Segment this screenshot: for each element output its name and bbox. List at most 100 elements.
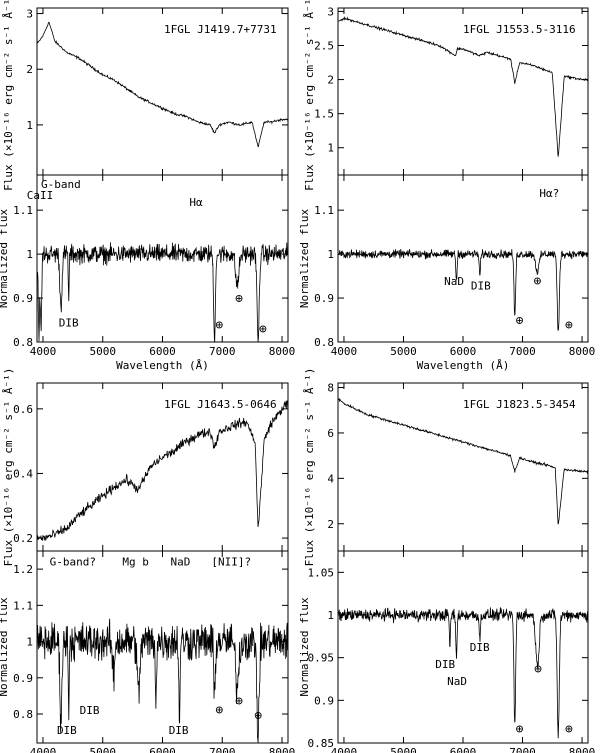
spectrum-panel-3: 0.2 0.4 0.6 1FGL J1643.5-0646 0.8 0.9 1 1.1 1.2 G… (0, 368, 295, 753)
y-tick-label: 0.6 (13, 403, 33, 416)
y-tick-label: 0.9 (314, 292, 334, 305)
telluric-marker: ⊕ (215, 318, 223, 333)
x-tick-label: 8000 (269, 746, 296, 753)
y-tick-label: 1.2 (13, 563, 33, 576)
norm-axis-label: Normalized flux (298, 208, 311, 308)
telluric-marker: ⊕ (235, 291, 243, 306)
line-annotation: G-band? (50, 555, 96, 568)
norm-frame (36, 550, 289, 744)
y-tick-label: 0.9 (314, 694, 334, 707)
x-tick-label: 5000 (89, 345, 116, 358)
flux-axis-label: Flux (×10⁻¹⁶ erg cm⁻² s⁻¹ Å⁻¹) (303, 0, 316, 191)
line-annotation: DIB (59, 317, 79, 330)
normalized-series (37, 242, 289, 343)
telluric-marker: ⊕ (565, 722, 573, 737)
line-annotation: DIB (471, 279, 491, 292)
x-tick-label: 7000 (209, 746, 236, 753)
y-tick-label: 6 (327, 427, 334, 440)
line-annotation: DIB (80, 704, 100, 717)
x-tick-label: 4000 (331, 746, 358, 753)
y-tick-label: 2 (26, 63, 33, 76)
y-tick-label: 3 (327, 5, 334, 18)
norm-axis-label: Normalized flux (0, 208, 10, 308)
telluric-marker: ⊕ (215, 703, 223, 718)
source-name: 1FGL J1823.5-3454 (463, 398, 576, 411)
y-tick-label: 1.1 (314, 204, 334, 217)
y-tick-label: 8 (327, 382, 334, 395)
telluric-marker: ⊕ (235, 694, 243, 709)
y-tick-label: 0.9 (13, 672, 33, 685)
x-tick-label: 7000 (509, 345, 536, 358)
y-tick-label: 0.85 (308, 737, 335, 750)
line-annotation: NaD (170, 555, 190, 568)
telluric-marker: ⊕ (259, 322, 267, 337)
telluric-marker: ⊕ (516, 722, 524, 737)
flux-series (37, 21, 288, 147)
norm-axis-label: Normalized flux (298, 597, 311, 697)
line-annotation: G-band (41, 178, 81, 191)
flux-series (338, 397, 588, 525)
y-tick-label: 1 (327, 248, 334, 261)
line-annotation: Hα? (539, 187, 559, 200)
x-tick-label: 5000 (390, 345, 417, 358)
y-tick-label: 2 (327, 74, 334, 87)
line-annotation: Mg b (122, 555, 149, 568)
y-tick-label: 0.9 (13, 292, 33, 305)
x-tick-label: 7000 (509, 746, 536, 753)
y-tick-label: 3 (26, 8, 33, 21)
y-tick-label: 4 (327, 472, 334, 485)
x-axis-label: Wavelength (Å) (116, 359, 209, 372)
line-annotation: [NII]? (211, 555, 251, 568)
flux-axis-label: Flux (×10⁻¹⁶ erg cm⁻² s⁻¹ Å⁻¹) (2, 0, 15, 191)
flux-axis-label: Flux (×10⁻¹⁶ erg cm⁻² s⁻¹ Å⁻¹) (303, 368, 316, 567)
x-tick-label: 6000 (450, 746, 477, 753)
line-annotation: DIB (435, 658, 455, 671)
x-tick-label: 8000 (269, 345, 296, 358)
normalized-series (37, 618, 289, 744)
x-tick-label: 4000 (30, 345, 57, 358)
norm-frame (337, 174, 589, 343)
norm-frame (337, 550, 589, 744)
x-tick-label: 4000 (30, 746, 57, 753)
y-tick-label: 1 (327, 142, 334, 155)
x-tick-label: 4000 (331, 345, 358, 358)
y-tick-label: 1 (26, 636, 33, 649)
telluric-marker: ⊕ (254, 708, 262, 723)
y-tick-label: 0.8 (13, 336, 33, 349)
x-tick-label: 5000 (89, 746, 116, 753)
y-tick-label: 0.8 (314, 336, 334, 349)
y-tick-label: 1.05 (308, 566, 335, 579)
x-tick-label: 8000 (569, 345, 596, 358)
x-tick-label: 6000 (149, 746, 176, 753)
y-tick-label: 2 (327, 518, 334, 531)
line-annotation: NaD (444, 275, 464, 288)
y-tick-label: 0.95 (308, 652, 335, 665)
y-tick-label: 1.1 (13, 204, 33, 217)
flux-series (37, 400, 288, 541)
x-axis-label: Wavelength (Å) (417, 359, 510, 372)
normalized-series (338, 249, 589, 331)
y-tick-label: 1.1 (13, 599, 33, 612)
x-tick-label: 8000 (569, 746, 596, 753)
y-tick-label: 0.4 (13, 467, 33, 480)
flux-axis-label: Flux (×10⁻¹⁶ erg cm⁻² s⁻¹ Å⁻¹) (2, 368, 15, 567)
x-tick-label: 7000 (209, 345, 236, 358)
telluric-marker: ⊕ (534, 662, 542, 677)
line-annotation: NaD (447, 675, 467, 688)
line-annotation: Hα (189, 196, 203, 209)
y-tick-label: 0.2 (13, 532, 33, 545)
line-annotation: CaII (27, 189, 54, 202)
y-tick-label: 1.5 (314, 108, 334, 121)
norm-frame (36, 174, 289, 343)
x-tick-label: 6000 (149, 345, 176, 358)
line-annotation: DIB (169, 724, 189, 737)
y-tick-label: 1 (327, 609, 334, 622)
norm-axis-label: Normalized flux (0, 597, 10, 697)
x-tick-label: 6000 (450, 345, 477, 358)
line-annotation: DIB (57, 724, 77, 737)
x-tick-label: 5000 (390, 746, 417, 753)
y-tick-label: 1 (26, 119, 33, 132)
telluric-marker: ⊕ (516, 313, 524, 328)
line-annotation: DIB (470, 641, 490, 654)
